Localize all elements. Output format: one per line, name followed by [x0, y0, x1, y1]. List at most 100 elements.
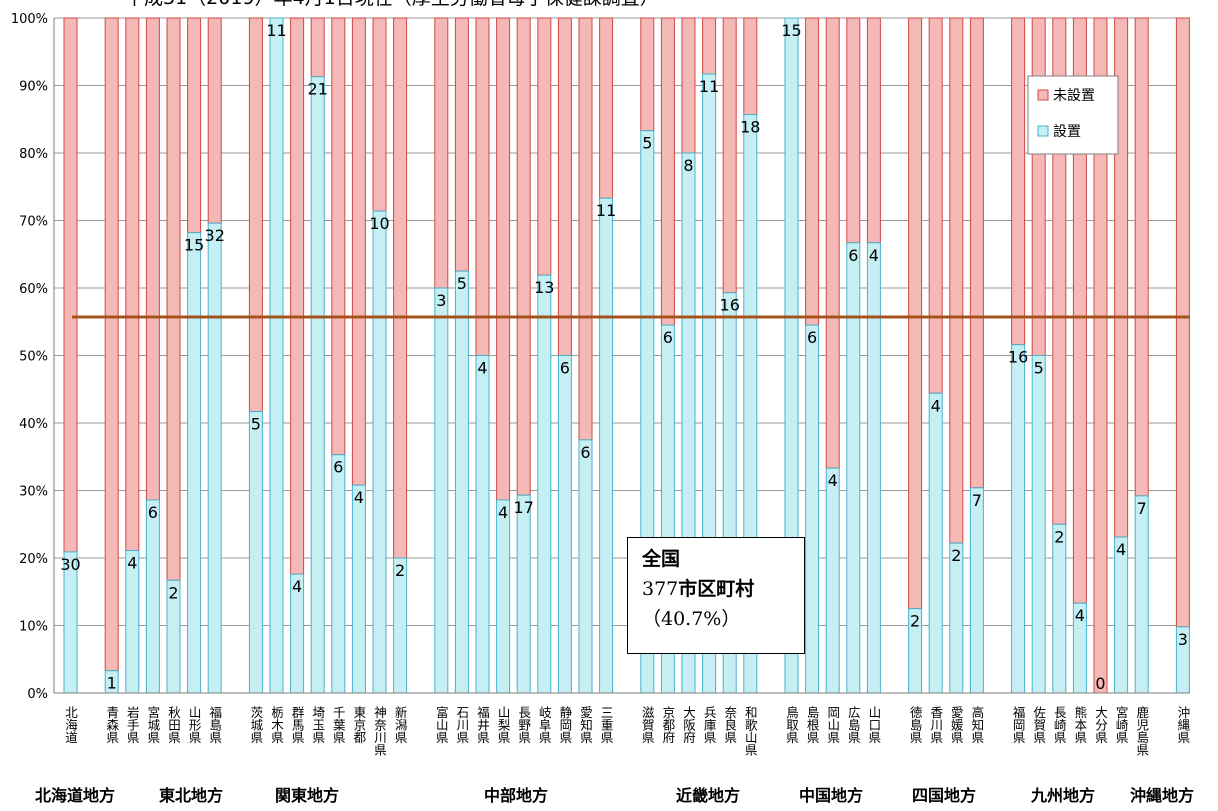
y-tick-label: 100% [11, 12, 48, 27]
category-label: 千葉県 [331, 706, 346, 744]
bar-unset-segment [681, 17, 696, 154]
bar-unset-segment [104, 17, 119, 672]
category-label: 石川県 [454, 706, 469, 744]
bar-count-label: 11 [266, 21, 286, 40]
category-label: 岐阜県 [537, 706, 552, 744]
bars [63, 17, 1190, 694]
category-label: 北海道 [63, 706, 78, 744]
category-label: 山形県 [187, 706, 202, 744]
region-label: 東北地方 [159, 786, 223, 805]
bar-unset-segment [496, 17, 511, 501]
bar-set-segment [557, 355, 572, 694]
bar-unset-segment [537, 17, 552, 276]
category-label: 岡山県 [825, 706, 840, 744]
bar-count-label: 11 [596, 201, 616, 220]
bar-unset-segment [351, 17, 366, 486]
bar-count-label: 4 [828, 471, 838, 490]
bar-count-label: 8 [683, 156, 693, 175]
bar-set-segment [1134, 495, 1149, 694]
category-label: 大阪府 [681, 706, 696, 744]
bar-count-label: 6 [580, 443, 590, 462]
bar-set-segment [434, 287, 449, 694]
bar-count-label: 13 [534, 278, 554, 297]
bar-unset-segment [702, 17, 717, 75]
category-label: 熊本県 [1072, 705, 1087, 744]
bar-count-label: 30 [60, 555, 80, 574]
bar-unset-segment [805, 17, 820, 326]
bar-unset-segment [310, 17, 325, 78]
bar-set-segment [331, 454, 346, 694]
category-label: 東京都 [351, 706, 366, 744]
bar-count-label: 10 [369, 214, 389, 233]
bar-count-label: 2 [395, 561, 405, 580]
bar-count-label: 6 [848, 246, 858, 265]
national-summary-box: 全国 377市区町村 （40.7%） [627, 537, 805, 654]
category-label: 京都府 [660, 706, 675, 744]
bar-count-label: 21 [308, 80, 328, 99]
bar-count-label: 4 [869, 246, 879, 265]
category-label: 大分県 [1093, 706, 1108, 744]
summary-unit: 市区町村 [678, 578, 755, 600]
category-label: 島根県 [805, 705, 820, 744]
bar-count-label: 2 [168, 583, 178, 602]
bar-set-segment [269, 17, 284, 694]
bar-unset-segment [1134, 17, 1149, 497]
category-label: 山口県 [866, 706, 881, 744]
summary-percent: （40.7%） [642, 608, 741, 630]
bar-unset-segment [454, 17, 469, 272]
legend-box [1027, 75, 1119, 155]
bar-count-label: 15 [184, 236, 204, 255]
y-tick-label: 90% [19, 80, 48, 95]
bar-set-segment [1052, 523, 1067, 694]
region-label: 沖縄地方 [1130, 786, 1194, 805]
bar-set-segment [454, 270, 469, 694]
category-label: 長野県 [516, 706, 531, 744]
bar-count-label: 6 [333, 458, 343, 477]
bar-count-label: 3 [1178, 630, 1188, 649]
bar-set-segment [496, 499, 511, 694]
bar-count-label: 4 [498, 503, 508, 522]
category-label: 和歌山県 [743, 706, 758, 756]
bar-count-label: 16 [1008, 348, 1028, 367]
bar-unset-segment [393, 17, 408, 559]
bar-count-label: 6 [148, 503, 158, 522]
bar-unset-segment [166, 17, 181, 581]
bar-unset-segment [475, 17, 490, 356]
category-label: 徳島県 [908, 705, 923, 744]
bar-unset-segment [516, 17, 531, 496]
category-label: 奈良県 [722, 706, 737, 744]
x-axis: 北海道 青森県 岩手県 宮城県 秋田県 山形県 福島県 茨城県 栃木県 群馬県 埼玉県 千葉県 東京都神… [54, 692, 1190, 756]
bar-unset-segment [1011, 17, 1026, 346]
category-label: 秋田県 [166, 706, 181, 744]
bar-count-label: 5 [457, 274, 467, 293]
bar-count-label: 4 [354, 488, 364, 507]
bar-set-segment [599, 197, 614, 694]
category-label: 山梨県 [496, 706, 511, 744]
region-label: 四国地方 [912, 786, 976, 805]
bar-unset-segment [125, 17, 140, 552]
bar-count-label: 7 [1137, 499, 1147, 518]
bar-set-segment [372, 210, 387, 694]
legend-swatch-unset [1037, 89, 1049, 101]
legend: 未設置 設置 [1027, 75, 1119, 155]
bar-unset-segment [1031, 17, 1046, 356]
bar-count-label: 4 [477, 359, 487, 378]
bar-set-segment [578, 439, 593, 694]
bar-unset-segment [722, 17, 737, 294]
bar-set-segment [866, 242, 881, 694]
bar-count-label: 6 [663, 328, 673, 347]
legend-label-unset: 未設置 [1053, 88, 1095, 104]
summary-count-line: 377市区町村 [642, 574, 804, 604]
bar-count-label: 3 [436, 291, 446, 310]
bar-set-segment [846, 242, 861, 694]
bar-count-label: 2 [1054, 527, 1064, 546]
category-label: 高知県 [969, 705, 984, 744]
bar-count-label: 4 [1075, 606, 1085, 625]
bar-unset-segment [743, 17, 758, 116]
summary-count: 377 [642, 578, 679, 600]
bar-unset-segment [187, 17, 202, 234]
legend-swatch-set [1037, 125, 1049, 137]
category-label: 栃木県 [269, 706, 284, 744]
region-label: 中国地方 [799, 786, 863, 805]
category-label: 埼玉県 [310, 706, 325, 744]
